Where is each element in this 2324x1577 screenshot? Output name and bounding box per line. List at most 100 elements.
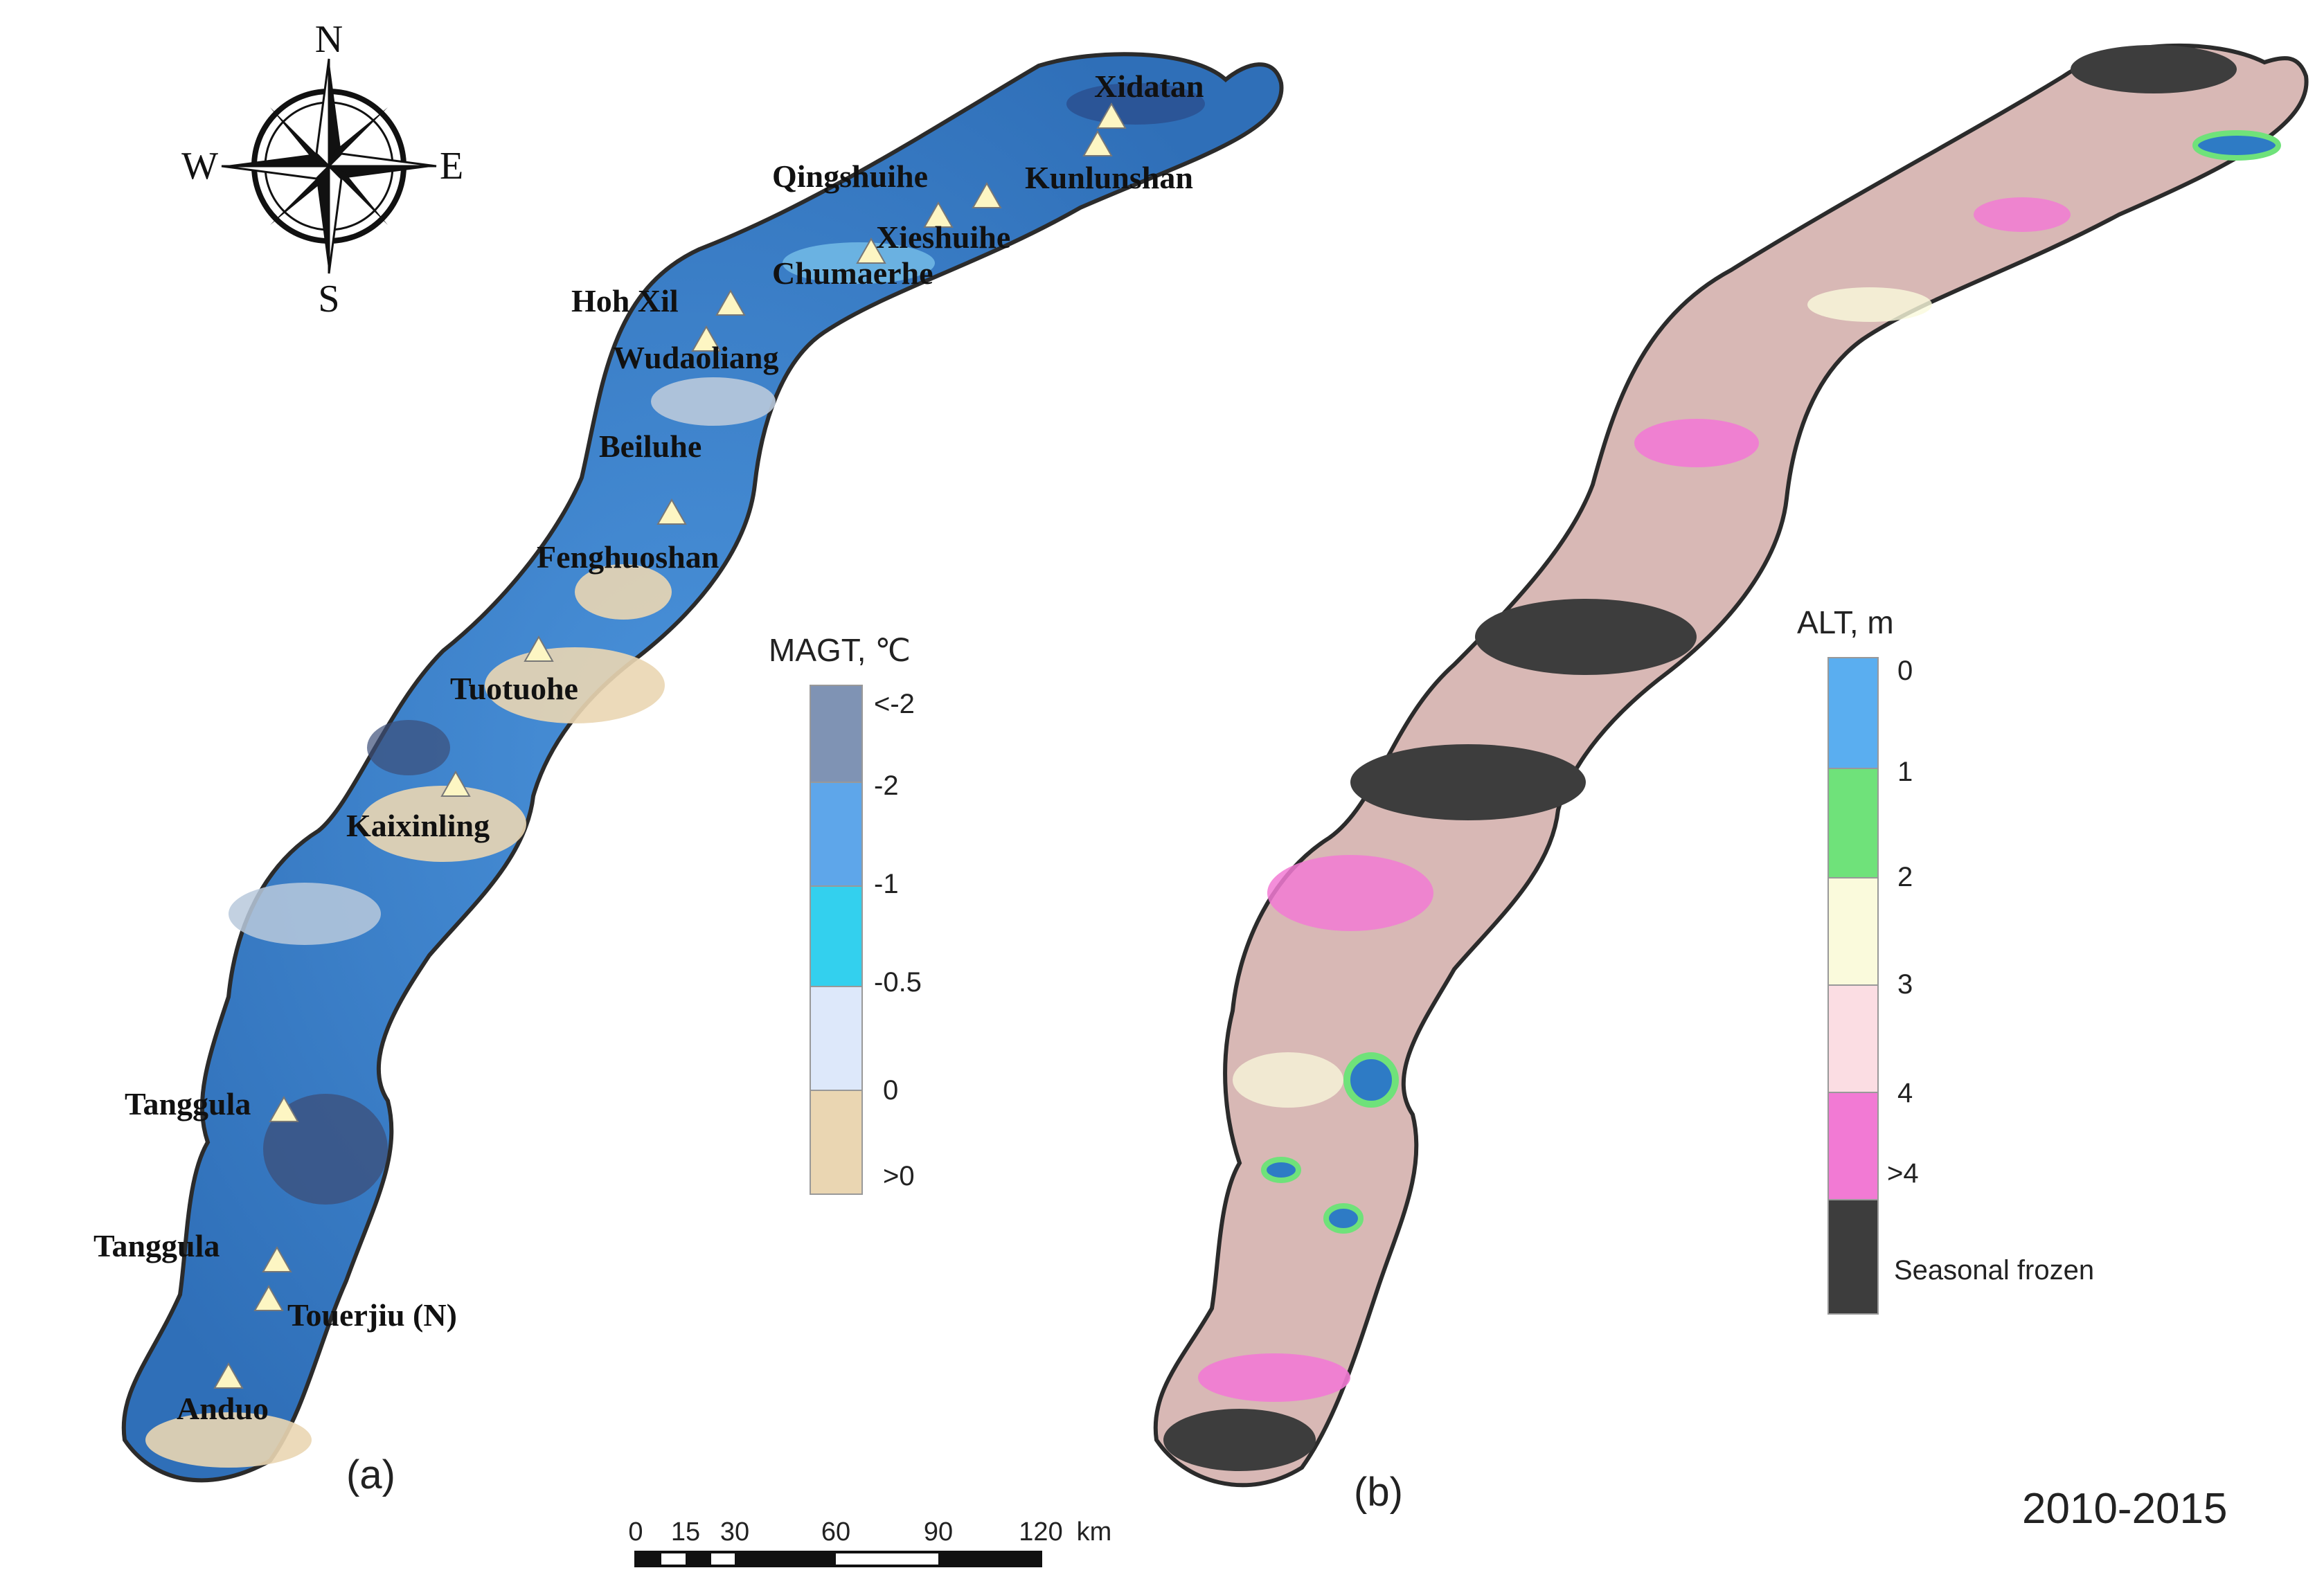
panel-label-a: (a) bbox=[346, 1452, 395, 1497]
legend-alt-title: ALT, m bbox=[1797, 604, 1894, 640]
site-label-tanggula-2: Tanggula bbox=[93, 1228, 220, 1263]
compass-east-label: E bbox=[440, 145, 463, 188]
legend-magt-title: MAGT, ℃ bbox=[769, 632, 911, 668]
near-zero-patch bbox=[229, 883, 381, 945]
compass-north-label: N bbox=[315, 18, 343, 61]
site-label-anduo: Anduo bbox=[177, 1391, 269, 1426]
compass-west-label: W bbox=[181, 145, 218, 188]
legend-swatch-0 bbox=[810, 1090, 863, 1195]
cold-permafrost-patch bbox=[367, 720, 450, 775]
corridor-outline-a bbox=[121, 52, 1284, 1483]
legend-swatch-minus2 bbox=[810, 782, 863, 887]
medium-alt-patch bbox=[1807, 287, 1932, 322]
period-label: 2010-2015 bbox=[2022, 1485, 2228, 1533]
site-marker bbox=[715, 289, 746, 316]
legend-swatch-alt-4 bbox=[1827, 1092, 1879, 1200]
site-label-beiluhe: Beiluhe bbox=[599, 429, 701, 464]
site-labels-a: Xidatan Kunlunshan Qingshuihe Xieshuihe … bbox=[93, 69, 1204, 1426]
legend-swatch-alt-1 bbox=[1827, 768, 1879, 878]
scale-tick-label: 15 bbox=[671, 1517, 700, 1547]
site-marker bbox=[440, 770, 471, 797]
legend-label: >4 bbox=[1887, 1158, 1919, 1189]
shallow-alt-patch bbox=[1343, 1052, 1399, 1108]
site-marker bbox=[856, 237, 886, 264]
site-marker bbox=[524, 635, 554, 662]
site-label-tanggula-1: Tanggula bbox=[125, 1086, 251, 1121]
site-marker bbox=[213, 1362, 244, 1389]
legend-label-seasonal-frozen: Seasonal frozen bbox=[1894, 1255, 2094, 1286]
legend-label: 0 bbox=[1897, 656, 1913, 686]
seasonal-frozen-patch bbox=[1163, 1409, 1316, 1471]
site-label-fenghuoshan: Fenghuoshan bbox=[537, 539, 719, 575]
site-marker bbox=[691, 325, 722, 352]
site-marker bbox=[269, 1095, 299, 1122]
site-label-touerjiu: Touerjiu (N) bbox=[287, 1297, 457, 1333]
scale-unit-label: km bbox=[1077, 1517, 1112, 1547]
site-label-xidatan: Xidatan bbox=[1094, 69, 1204, 104]
site-marker bbox=[262, 1245, 292, 1272]
legend-label: 3 bbox=[1897, 969, 1913, 1000]
scale-bar: 0 15 30 60 90 120 km bbox=[628, 1517, 1112, 1567]
legend-swatch-minus1 bbox=[810, 885, 863, 987]
legend-label: -0.5 bbox=[874, 967, 922, 998]
legend-swatch-alt-0 bbox=[1827, 657, 1879, 769]
site-label-kaixinling: Kaixinling bbox=[346, 808, 490, 843]
legend-swatch-minus05 bbox=[810, 986, 863, 1091]
corridor-outline-b bbox=[1153, 43, 2309, 1488]
corridor-map-b bbox=[1153, 43, 2309, 1488]
legend-alt: ALT, m 0 1 2 3 4 >4 Seasonal frozen bbox=[1797, 604, 2094, 1315]
near-zero-patch bbox=[651, 377, 776, 426]
warm-permafrost-patch bbox=[575, 564, 672, 620]
site-marker bbox=[972, 181, 1002, 208]
scale-tick-label: 60 bbox=[821, 1517, 850, 1547]
site-label-kunlunshan: Kunlunshan bbox=[1025, 160, 1193, 195]
shallow-alt-patch bbox=[1323, 1203, 1364, 1234]
site-marker bbox=[656, 498, 687, 525]
site-label-chumaerhe: Chumaerhe bbox=[772, 255, 933, 291]
legend-magt: MAGT, ℃ <-2 -2 -1 -0.5 0 >0 bbox=[769, 632, 922, 1195]
compass-south-label: S bbox=[318, 278, 339, 321]
cold-permafrost-patch bbox=[1066, 83, 1205, 125]
legend-label: 2 bbox=[1897, 862, 1913, 892]
scale-tick-label: 0 bbox=[628, 1517, 643, 1547]
legend-swatch-lt-minus2 bbox=[810, 685, 863, 783]
shallow-alt-patch bbox=[2192, 130, 2281, 161]
site-label-qingshuihe: Qingshuihe bbox=[772, 159, 928, 194]
seasonal-frozen-patch bbox=[1350, 744, 1586, 820]
panel-label-b: (b) bbox=[1354, 1470, 1403, 1515]
legend-label: <-2 bbox=[874, 689, 915, 719]
legend-label: 1 bbox=[1897, 757, 1913, 787]
compass-rose: N S E W bbox=[181, 18, 463, 321]
warm-permafrost-patch bbox=[360, 786, 526, 862]
site-marker bbox=[923, 201, 954, 228]
deep-alt-patch bbox=[1634, 419, 1759, 467]
shallow-alt-patch bbox=[1261, 1157, 1301, 1183]
deep-alt-patch bbox=[1267, 855, 1433, 931]
site-label-wudaoliang: Wudaoliang bbox=[613, 340, 778, 375]
site-marker bbox=[1082, 129, 1113, 156]
legend-label: 4 bbox=[1897, 1078, 1913, 1108]
site-markers-a bbox=[213, 102, 1127, 1389]
seasonal-frozen-patch bbox=[1475, 599, 1697, 675]
legend-label: -2 bbox=[874, 771, 899, 801]
corridor-map-a bbox=[121, 52, 1284, 1483]
scale-tick-label: 30 bbox=[720, 1517, 749, 1547]
legend-label: 0 bbox=[883, 1075, 898, 1106]
seasonal-frozen-patch bbox=[2071, 45, 2237, 93]
scale-tick-label: 90 bbox=[924, 1517, 953, 1547]
site-label-xieshuihe: Xieshuihe bbox=[876, 219, 1010, 255]
warm-permafrost-patch bbox=[485, 647, 665, 723]
legend-label: >0 bbox=[883, 1161, 915, 1191]
warm-permafrost-patch bbox=[145, 1412, 312, 1468]
deep-alt-patch bbox=[1974, 197, 2071, 232]
deep-alt-patch bbox=[1198, 1353, 1350, 1402]
legend-swatch-seasonal-frozen bbox=[1827, 1199, 1879, 1315]
medium-alt-patch bbox=[1233, 1052, 1343, 1108]
site-label-hoh-xil: Hoh Xil bbox=[571, 283, 679, 318]
site-marker bbox=[1096, 102, 1127, 129]
legend-swatch-alt-2 bbox=[1827, 877, 1879, 986]
site-marker bbox=[253, 1284, 284, 1311]
scale-tick-label: 120 bbox=[1019, 1517, 1062, 1547]
legend-label: -1 bbox=[874, 869, 899, 899]
